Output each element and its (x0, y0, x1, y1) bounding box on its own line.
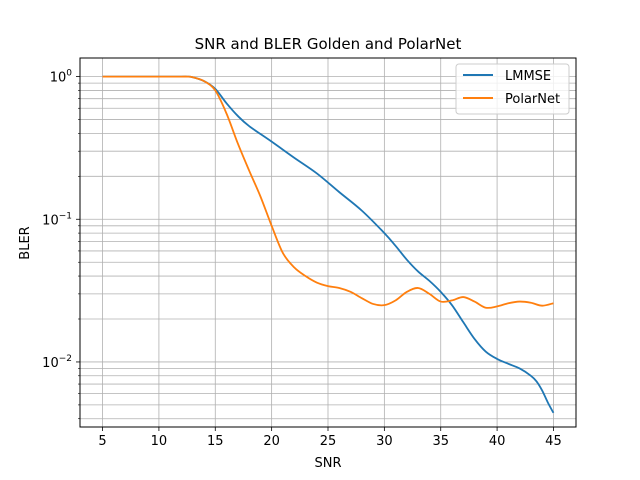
y-tick-label: 10−1 (42, 211, 72, 228)
legend: LMMSE PolarNet (455, 63, 570, 115)
x-axis-label: SNR (314, 456, 341, 471)
x-tick-label: 25 (320, 434, 337, 449)
x-tick-label: 20 (263, 434, 280, 449)
grid (80, 58, 576, 427)
chart-title: SNR and BLER Golden and PolarNet (195, 35, 462, 53)
x-tick-label: 35 (432, 434, 449, 449)
x-tick-label: 10 (151, 434, 168, 449)
x-tick-label: 40 (489, 434, 506, 449)
legend-label-polarnet: PolarNet (505, 92, 560, 107)
series-line-polarnet (102, 75, 554, 309)
x-tick-label: 5 (98, 434, 106, 449)
x-tick-label: 45 (545, 434, 562, 449)
legend-label-lmmse: LMMSE (505, 69, 551, 84)
y-tick-label: 10−2 (42, 354, 72, 371)
x-tick-label: 15 (207, 434, 224, 449)
legend-box (455, 63, 570, 115)
axis-ticks: 5 10 15 20 25 30 35 40 45 100 10−1 10−2 (42, 69, 562, 449)
y-tick-label: 100 (50, 69, 73, 86)
y-axis-label: BLER (18, 226, 33, 259)
x-tick-label: 30 (376, 434, 393, 449)
series-layer (102, 75, 555, 414)
